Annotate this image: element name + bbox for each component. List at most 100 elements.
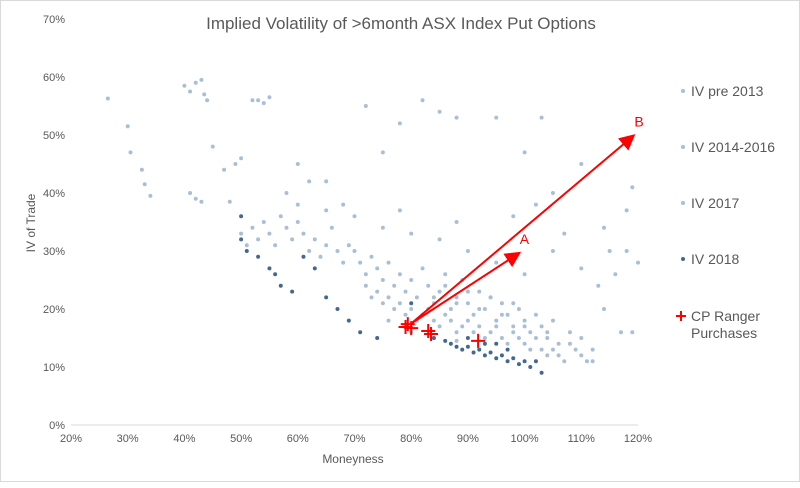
x-tick-label: 50% bbox=[230, 433, 252, 445]
data-point bbox=[448, 307, 453, 311]
x-tick-label: 70% bbox=[343, 433, 365, 445]
data-point bbox=[579, 353, 584, 358]
data-point bbox=[562, 359, 567, 364]
data-point bbox=[199, 77, 204, 82]
data-point bbox=[375, 336, 380, 340]
data-point bbox=[363, 272, 368, 277]
y-tick-label: 70% bbox=[43, 14, 65, 26]
data-point bbox=[618, 330, 623, 335]
data-point bbox=[409, 307, 414, 311]
data-point bbox=[188, 89, 193, 94]
y-tick-label: 60% bbox=[43, 72, 65, 84]
data-point bbox=[499, 301, 504, 306]
arrow-label-a: A bbox=[520, 231, 530, 247]
data-point bbox=[426, 283, 431, 288]
data-point bbox=[437, 109, 442, 114]
data-point bbox=[139, 167, 144, 172]
data-point bbox=[261, 220, 266, 224]
arrow-a bbox=[410, 251, 522, 325]
data-point bbox=[363, 283, 368, 288]
data-point bbox=[202, 92, 207, 97]
data-point bbox=[488, 330, 493, 335]
data-point bbox=[307, 249, 312, 253]
data-point bbox=[556, 341, 561, 346]
data-point bbox=[256, 237, 261, 242]
data-point bbox=[460, 347, 465, 352]
data-point bbox=[448, 341, 453, 346]
data-point bbox=[511, 324, 516, 329]
data-point bbox=[278, 214, 283, 219]
data-point bbox=[562, 231, 567, 236]
data-point bbox=[454, 344, 459, 349]
legend-item: CP Ranger Purchases bbox=[676, 308, 760, 341]
x-tick-label: 100% bbox=[511, 433, 539, 445]
data-point bbox=[601, 307, 606, 311]
data-point bbox=[465, 336, 470, 340]
data-point bbox=[380, 150, 385, 155]
data-point bbox=[222, 167, 227, 172]
data-point bbox=[392, 283, 397, 288]
legend-dot-icon bbox=[681, 145, 685, 149]
data-point bbox=[454, 295, 459, 300]
x-tick-label: 40% bbox=[173, 433, 195, 445]
data-point bbox=[567, 330, 572, 335]
x-axis-label: Moneyness bbox=[322, 452, 383, 466]
data-point bbox=[244, 249, 249, 253]
purchase-marker bbox=[424, 326, 439, 341]
data-point bbox=[437, 237, 442, 242]
data-point bbox=[358, 260, 363, 265]
data-point bbox=[528, 365, 533, 369]
data-point bbox=[205, 98, 210, 103]
data-point bbox=[505, 312, 510, 317]
data-point bbox=[403, 289, 408, 294]
purchase-marker bbox=[471, 333, 486, 348]
data-point bbox=[210, 144, 215, 149]
data-point bbox=[301, 231, 306, 236]
data-point bbox=[454, 301, 459, 306]
data-point bbox=[516, 307, 521, 311]
data-point bbox=[494, 260, 499, 265]
data-point bbox=[182, 83, 187, 88]
data-point bbox=[199, 199, 204, 204]
data-point bbox=[579, 162, 584, 166]
data-point bbox=[511, 356, 516, 361]
y-tick-label: 0% bbox=[49, 420, 65, 432]
arrow-b bbox=[410, 134, 636, 325]
data-point bbox=[318, 254, 323, 259]
data-point bbox=[239, 156, 244, 161]
data-point bbox=[505, 347, 510, 352]
data-point bbox=[324, 295, 329, 300]
data-point bbox=[397, 208, 402, 213]
data-point bbox=[409, 278, 414, 282]
data-point bbox=[397, 272, 402, 277]
data-point bbox=[397, 121, 402, 126]
data-point bbox=[533, 359, 538, 364]
data-point bbox=[522, 318, 527, 323]
data-point bbox=[375, 289, 380, 294]
data-point bbox=[460, 324, 465, 329]
data-point bbox=[550, 191, 555, 195]
data-point bbox=[454, 115, 459, 120]
data-point bbox=[522, 150, 527, 155]
data-point bbox=[244, 243, 249, 248]
data-point bbox=[352, 249, 357, 253]
series-iv-2014-2016 bbox=[239, 191, 612, 352]
data-point bbox=[511, 301, 516, 306]
purchase-marker bbox=[421, 324, 436, 339]
data-point bbox=[284, 225, 289, 230]
data-point bbox=[511, 214, 516, 219]
data-point bbox=[482, 341, 487, 346]
data-point bbox=[494, 115, 499, 120]
data-point bbox=[397, 301, 402, 306]
data-point bbox=[403, 312, 408, 317]
purchase-marker bbox=[398, 319, 413, 334]
y-tick-label: 30% bbox=[43, 246, 65, 258]
data-point bbox=[335, 249, 340, 253]
x-tick-label: 20% bbox=[60, 433, 82, 445]
data-point bbox=[239, 237, 244, 242]
data-point bbox=[290, 289, 295, 294]
data-point bbox=[431, 295, 436, 300]
data-point bbox=[125, 124, 130, 129]
y-tick-label: 20% bbox=[43, 304, 65, 316]
